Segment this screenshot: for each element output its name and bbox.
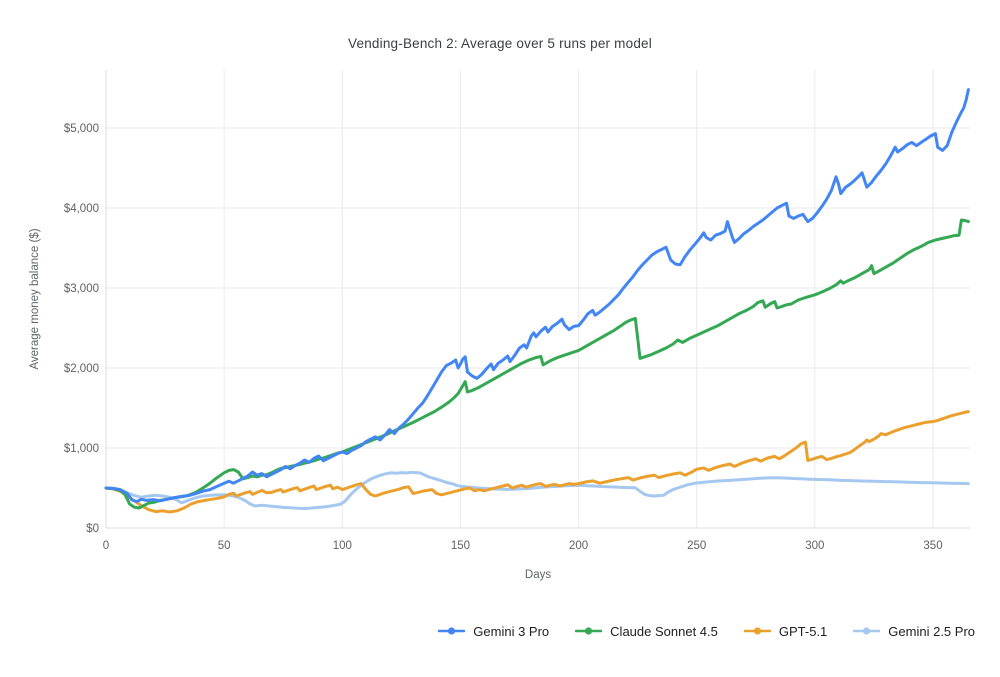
series-line-gemini-2-5-pro — [104, 470, 970, 511]
legend-dot — [863, 627, 871, 635]
x-tick-label: 150 — [451, 540, 470, 552]
legend-marker-icon — [853, 627, 881, 635]
y-tick-label: $4,000 — [64, 203, 99, 215]
legend-dot — [585, 627, 593, 635]
legend-marker-icon — [575, 627, 603, 635]
legend-dot — [753, 627, 761, 635]
legend-item-gemini-3-pro[interactable]: Gemini 3 Pro — [438, 624, 549, 639]
legend-label: GPT-5.1 — [778, 623, 828, 639]
legend-item-gpt-5-1[interactable]: GPT-5.1 — [743, 623, 828, 639]
legend-item-gemini-2-5-pro[interactable]: Gemini 2.5 Pro — [853, 624, 975, 639]
legend-marker-icon — [743, 627, 771, 635]
legend-label: Claude Sonnet 4.5 — [610, 623, 718, 639]
x-tick-label: 0 — [103, 540, 109, 552]
legend-label: Gemini 3 Pro — [473, 623, 550, 639]
legend-item-claude-sonnet-4-5[interactable]: Claude Sonnet 4.5 — [575, 624, 718, 639]
x-tick-label: 200 — [569, 540, 588, 552]
y-tick-label: $2,000 — [64, 363, 99, 375]
y-tick-label: $5,000 — [64, 123, 99, 135]
x-axis-title: Days — [524, 569, 552, 581]
chart-title: Vending-Bench 2: Average over 5 runs per… — [348, 36, 652, 51]
legend: Gemini 3 Pro Claude Sonnet 4.5 GPT-5.1 Gemi… — [0, 619, 975, 643]
y-tick-label: $3,000 — [64, 283, 99, 295]
series-line-gemini-3-pro — [104, 88, 970, 504]
series-line-gpt-5-1 — [104, 410, 970, 514]
legend-label: Gemini 2.5 Pro — [888, 623, 975, 639]
x-tick-label: 300 — [805, 540, 824, 552]
x-tick-label: 100 — [333, 540, 352, 552]
x-tick-label: 250 — [687, 540, 706, 552]
legend-marker-icon — [438, 627, 466, 635]
y-tick-label: $0 — [86, 523, 99, 535]
x-tick-label: 50 — [218, 540, 231, 552]
x-tick-label: 350 — [923, 540, 942, 552]
y-tick-label: $1,000 — [64, 443, 99, 455]
series-line-claude-sonnet-4-5 — [104, 218, 970, 510]
legend-dot — [448, 627, 456, 635]
